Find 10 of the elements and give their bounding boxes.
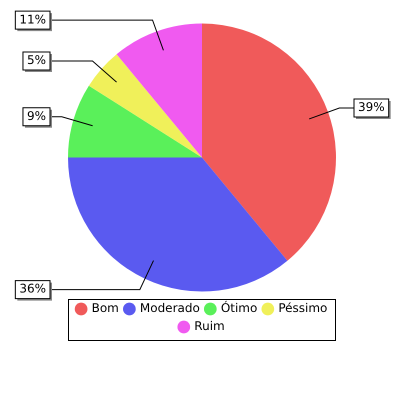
data-label: 36% bbox=[19, 282, 46, 296]
data-label: 5% bbox=[26, 53, 46, 68]
data-label: 9% bbox=[26, 108, 46, 123]
legend-label: Bom bbox=[92, 301, 119, 316]
legend-label: Moderado bbox=[140, 301, 200, 316]
data-label: 39% bbox=[358, 100, 385, 114]
legend-label: Ótimo bbox=[220, 300, 258, 316]
data-label: 11% bbox=[19, 12, 46, 26]
legend-label: Péssimo bbox=[278, 301, 328, 316]
legend-label: Ruim bbox=[194, 319, 225, 334]
